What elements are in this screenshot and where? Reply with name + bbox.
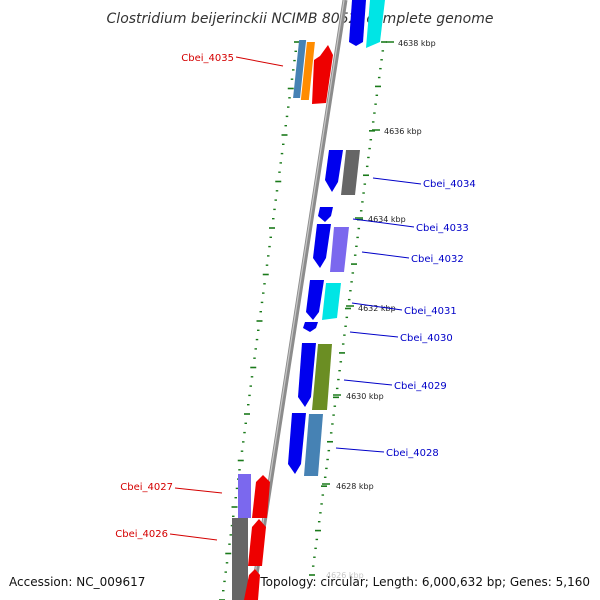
leader-line — [174, 487, 223, 494]
gene-feature[interactable] — [322, 283, 341, 320]
gene-feature[interactable] — [303, 322, 318, 332]
gene-feature[interactable] — [293, 40, 307, 98]
gene-feature[interactable] — [325, 150, 343, 192]
gene-label-cbei-4028[interactable]: Cbei_4028 — [386, 448, 439, 459]
gene-feature[interactable] — [318, 207, 333, 222]
leader-line — [343, 379, 393, 386]
tick-label-4638: 4638 kbp — [398, 39, 436, 48]
leader-line — [169, 533, 218, 541]
leader-line — [335, 447, 385, 453]
gene-feature[interactable] — [304, 414, 323, 476]
tick-label-4626: 4626 kbp — [326, 571, 364, 580]
gene-feature[interactable] — [366, 0, 385, 48]
gene-feature[interactable] — [306, 280, 324, 320]
leader-line — [351, 302, 403, 311]
gene-label-cbei-4035[interactable]: Cbei_4035 — [181, 53, 234, 64]
topology-text: Topology: circular; Length: 6,000,632 bp… — [260, 575, 590, 589]
gene-label-cbei-4031[interactable]: Cbei_4031 — [404, 306, 457, 317]
tick-label-4634: 4634 kbp — [368, 215, 406, 224]
gene-feature[interactable] — [330, 227, 349, 272]
leader-line — [361, 251, 410, 259]
gene-feature[interactable] — [312, 45, 333, 104]
gene-features — [232, 0, 385, 600]
gene-feature[interactable] — [312, 344, 332, 410]
tick-label-4628: 4628 kbp — [336, 482, 374, 491]
tick-label-4630: 4630 kbp — [346, 392, 384, 401]
gene-label-cbei-4033[interactable]: Cbei_4033 — [416, 223, 469, 234]
gene-feature[interactable] — [349, 0, 366, 46]
gene-feature[interactable] — [244, 569, 260, 600]
gene-feature[interactable] — [341, 150, 360, 195]
inner-tick-ring — [219, 41, 300, 600]
gene-label-cbei-4034[interactable]: Cbei_4034 — [423, 179, 476, 190]
gene-feature[interactable] — [313, 224, 331, 268]
gene-feature[interactable] — [238, 474, 251, 518]
outer-tick-ring — [309, 41, 387, 576]
tick-label-4636: 4636 kbp — [384, 127, 422, 136]
gene-feature[interactable] — [248, 519, 266, 566]
gene-label-cbei-4029[interactable]: Cbei_4029 — [394, 381, 447, 392]
gene-feature[interactable] — [298, 343, 316, 407]
gene-feature[interactable] — [300, 42, 315, 100]
accession-text: Accession: NC_009617 — [9, 575, 146, 589]
gene-labels: Cbei_4035 Cbei_4034 Cbei_4033 Cbei_4032 … — [115, 53, 476, 541]
leader-line — [349, 331, 399, 338]
map-title: Clostridium beijerinckii NCIMB 8052, com… — [107, 11, 494, 27]
leader-line — [372, 177, 422, 185]
tick-label-4632: 4632 kbp — [358, 304, 396, 313]
leader-line — [352, 218, 415, 228]
gene-feature[interactable] — [288, 413, 306, 474]
tick-labels: 4638 kbp 4636 kbp 4634 kbp 4632 kbp 4630… — [322, 39, 436, 580]
leader-line — [235, 56, 284, 67]
gene-feature[interactable] — [252, 475, 270, 518]
gene-label-cbei-4027[interactable]: Cbei_4027 — [120, 482, 173, 493]
gene-feature[interactable] — [232, 518, 248, 600]
gene-label-cbei-4030[interactable]: Cbei_4030 — [400, 333, 453, 344]
gene-label-cbei-4032[interactable]: Cbei_4032 — [411, 254, 464, 265]
gene-label-cbei-4026[interactable]: Cbei_4026 — [115, 529, 168, 540]
